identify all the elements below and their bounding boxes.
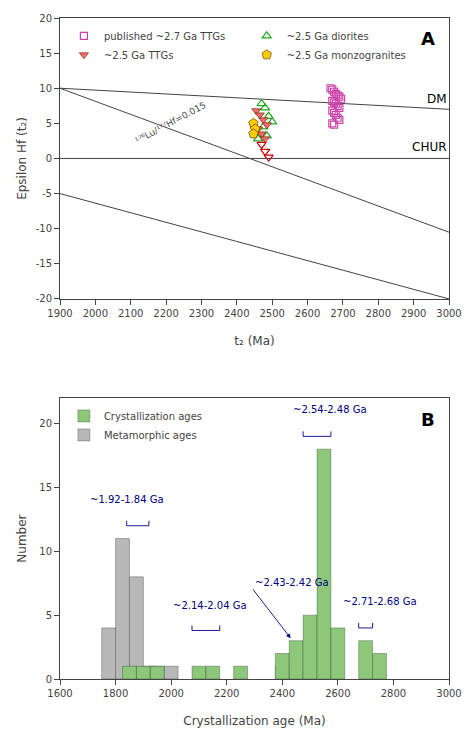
svg-text:0: 0 [46,153,52,164]
svg-text:10: 10 [39,546,52,557]
svg-text:1600: 1600 [47,688,72,699]
svg-text:-15: -15 [36,258,52,269]
svg-text:~2.5 Ga diorites: ~2.5 Ga diorites [287,31,369,42]
svg-text:published ~2.7 Ga TTGs: published ~2.7 Ga TTGs [104,31,225,42]
svg-text:DM: DM [427,92,447,106]
svg-text:5: 5 [46,610,52,621]
svg-text:-10: -10 [36,223,52,234]
svg-text:1800: 1800 [103,688,128,699]
svg-text:2300: 2300 [189,308,214,319]
svg-text:Metamorphic ages: Metamorphic ages [104,430,197,441]
svg-text:-5: -5 [42,188,52,199]
svg-text:2200: 2200 [214,688,239,699]
svg-text:t₂ (Ma): t₂ (Ma) [234,334,274,348]
svg-text:Epsilon Hf (t₂): Epsilon Hf (t₂) [15,117,29,200]
svg-text:3000: 3000 [436,688,461,699]
svg-text:CHUR: CHUR [412,140,447,154]
svg-text:2900: 2900 [401,308,426,319]
svg-text:2000: 2000 [83,308,108,319]
svg-text:10: 10 [39,83,52,94]
svg-text:2100: 2100 [118,308,143,319]
svg-text:¹⁷⁶Lu/¹⁷⁷Hf=0.015: ¹⁷⁶Lu/¹⁷⁷Hf=0.015 [133,100,207,146]
svg-text:2800: 2800 [381,688,406,699]
svg-text:2200: 2200 [153,308,178,319]
svg-text:2800: 2800 [366,308,391,319]
svg-text:2600: 2600 [325,688,350,699]
svg-text:~1.92-1.84 Ga: ~1.92-1.84 Ga [90,494,164,505]
svg-text:15: 15 [39,482,52,493]
svg-text:0: 0 [46,674,52,685]
svg-text:~2.71-2.68 Ga: ~2.71-2.68 Ga [343,596,417,607]
svg-text:~2.5 Ga TTGs: ~2.5 Ga TTGs [104,50,174,61]
svg-text:B: B [421,409,435,430]
svg-text:15: 15 [39,48,52,59]
svg-text:A: A [421,28,435,49]
svg-text:2500: 2500 [259,308,284,319]
svg-text:~2.54-2.48 Ga: ~2.54-2.48 Ga [293,404,367,415]
svg-text:20: 20 [39,418,52,429]
svg-text:Crystallization age (Ma): Crystallization age (Ma) [183,714,325,728]
svg-text:Number: Number [15,514,29,562]
svg-text:~2.14-2.04 Ga: ~2.14-2.04 Ga [173,600,247,611]
svg-text:2400: 2400 [224,308,249,319]
svg-text:2400: 2400 [270,688,295,699]
svg-text:2600: 2600 [295,308,320,319]
svg-text:1900: 1900 [47,308,72,319]
svg-text:~2.43-2.42 Ga: ~2.43-2.42 Ga [255,577,329,588]
svg-text:2000: 2000 [158,688,183,699]
svg-text:3000: 3000 [436,308,461,319]
svg-text:2700: 2700 [330,308,355,319]
svg-text:20: 20 [39,13,52,24]
svg-text:~2.5 Ga monzogranites: ~2.5 Ga monzogranites [287,50,406,61]
svg-text:Crystallization ages: Crystallization ages [104,411,202,422]
svg-text:-20: -20 [36,293,52,304]
svg-text:5: 5 [46,118,52,129]
